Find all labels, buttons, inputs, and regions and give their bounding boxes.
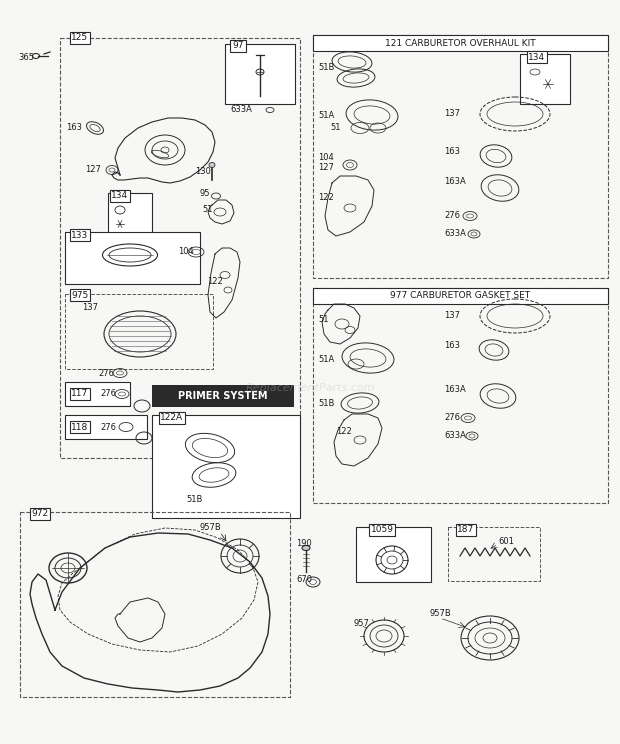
Bar (356, 527, 431, 582)
Text: PRIMER SYSTEM: PRIMER SYSTEM (179, 391, 268, 401)
Text: 130: 130 (195, 167, 211, 176)
Text: 957B: 957B (430, 609, 452, 618)
Text: 118: 118 (71, 423, 89, 432)
Text: 51B: 51B (318, 63, 334, 72)
Bar (225, 44, 295, 104)
Text: 633A: 633A (230, 106, 252, 115)
Text: 121 CARBURETOR OVERHAUL KIT: 121 CARBURETOR OVERHAUL KIT (384, 39, 535, 48)
Text: 633A: 633A (444, 229, 466, 239)
Bar (65, 232, 200, 284)
Text: 276: 276 (444, 211, 460, 220)
Text: 163: 163 (66, 124, 82, 132)
Text: 51B: 51B (186, 496, 202, 504)
Bar (313, 288, 608, 304)
Text: 122A: 122A (161, 414, 184, 423)
Bar (313, 35, 608, 51)
Text: 633A: 633A (444, 432, 466, 440)
Text: 163: 163 (444, 147, 460, 156)
Text: 276: 276 (100, 390, 116, 399)
Text: 122: 122 (207, 278, 223, 286)
Text: 137: 137 (82, 304, 98, 312)
Bar (60, 38, 300, 458)
Bar (520, 54, 570, 104)
Text: 104: 104 (318, 153, 334, 162)
Text: 601: 601 (498, 537, 514, 547)
Text: 122: 122 (318, 193, 334, 202)
Text: 276: 276 (100, 423, 116, 432)
Text: 187: 187 (458, 525, 475, 534)
Bar (20, 512, 290, 697)
Bar (152, 415, 300, 518)
Bar (313, 35, 608, 278)
Text: 127: 127 (318, 164, 334, 173)
Text: 365: 365 (18, 54, 34, 62)
Text: 133: 133 (71, 231, 89, 240)
Text: 51: 51 (318, 315, 329, 324)
Text: 51A: 51A (318, 356, 334, 365)
Text: 134: 134 (528, 53, 546, 62)
Text: 163A: 163A (444, 385, 466, 394)
Text: 51B: 51B (318, 399, 334, 408)
Text: ReplacementParts.com: ReplacementParts.com (246, 383, 374, 393)
Text: 122: 122 (336, 428, 352, 437)
Text: 137: 137 (444, 109, 460, 118)
Bar (65, 382, 130, 406)
Text: 95: 95 (200, 188, 211, 197)
Text: 134: 134 (112, 191, 128, 200)
Text: 276: 276 (98, 368, 114, 377)
Text: 957: 957 (354, 620, 370, 629)
Bar (108, 193, 152, 235)
Bar (313, 288, 608, 503)
Text: 972: 972 (32, 510, 48, 519)
Bar (448, 527, 540, 581)
Text: 276: 276 (444, 414, 460, 423)
Text: 163: 163 (444, 341, 460, 350)
Text: 163A: 163A (444, 178, 466, 187)
Text: 1059: 1059 (371, 525, 394, 534)
Text: 190: 190 (296, 539, 312, 548)
Text: 127: 127 (85, 165, 101, 175)
Text: 977 CARBURETOR GASKET SET: 977 CARBURETOR GASKET SET (390, 292, 530, 301)
Text: 670: 670 (296, 576, 312, 585)
Bar (152, 385, 294, 407)
Text: 117: 117 (71, 390, 89, 399)
Text: 957B: 957B (200, 524, 222, 533)
Text: 125: 125 (71, 33, 89, 42)
Bar (65, 294, 213, 369)
Bar (65, 415, 147, 439)
Text: 137: 137 (444, 312, 460, 321)
Ellipse shape (302, 545, 310, 551)
Text: 51: 51 (330, 124, 340, 132)
Text: 97: 97 (232, 42, 244, 51)
Text: 51: 51 (202, 205, 213, 214)
Text: 51A: 51A (318, 111, 334, 120)
Ellipse shape (209, 162, 215, 167)
Text: 975: 975 (71, 290, 89, 300)
Text: 104: 104 (178, 248, 193, 257)
